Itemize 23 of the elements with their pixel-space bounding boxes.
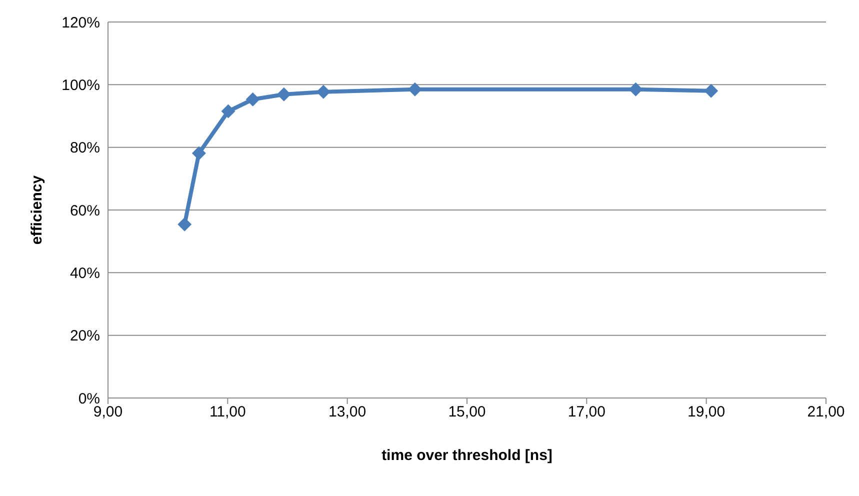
y-tick-label: 120% <box>62 14 100 32</box>
x-axis-title: time over threshold [ns] <box>382 447 552 464</box>
x-tick-label: 15,00 <box>448 404 486 421</box>
x-tick-label: 19,00 <box>688 404 726 421</box>
y-tick-label: 40% <box>70 264 100 282</box>
x-tick-label: 11,00 <box>209 404 246 421</box>
x-tick-label: 17,00 <box>568 404 606 421</box>
x-tick-label: 21,00 <box>807 404 845 421</box>
point <box>276 87 291 102</box>
point <box>221 104 236 118</box>
point <box>704 84 718 98</box>
point <box>408 82 422 96</box>
y-tick-label: 80% <box>70 140 100 157</box>
x-tick-label: 13,00 <box>328 404 366 421</box>
point <box>246 92 260 106</box>
y-axis-title: efficiency <box>28 174 46 245</box>
point <box>628 82 643 96</box>
point <box>178 217 192 232</box>
y-tick-label: 20% <box>70 328 100 345</box>
point <box>316 84 330 99</box>
point <box>192 146 206 160</box>
y-tick-label: 60% <box>70 202 100 220</box>
y-tick-label: 100% <box>62 76 100 94</box>
